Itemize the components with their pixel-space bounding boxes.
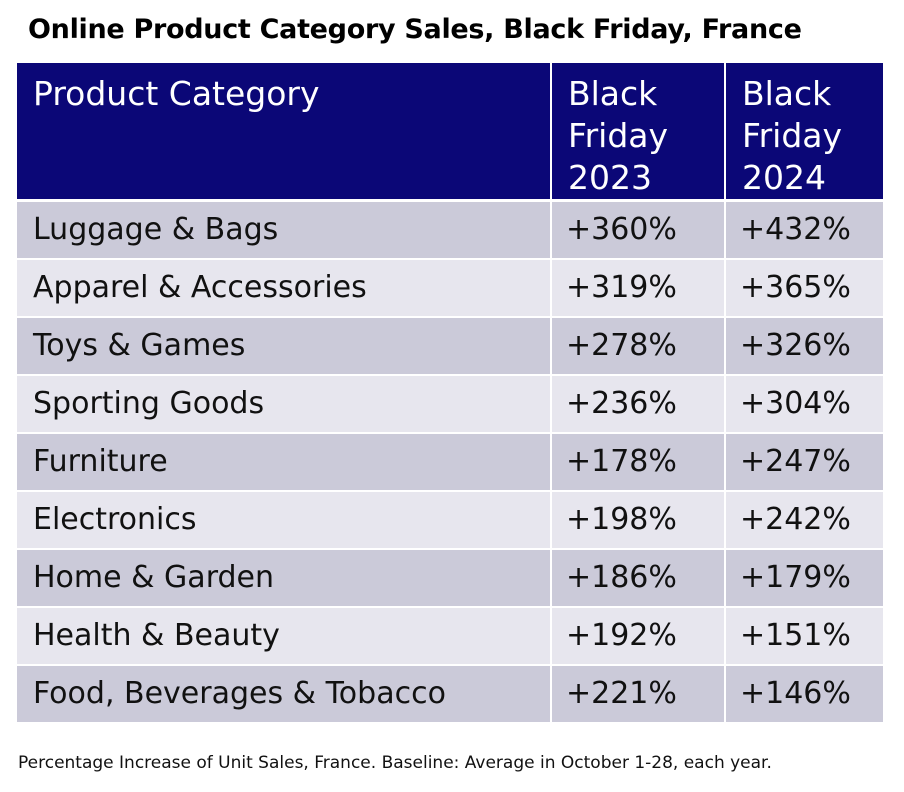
table-body: Luggage & Bags +360% +432% Apparel & Access… bbox=[17, 200, 883, 724]
table-row: Home & Garden +186% +179% bbox=[17, 548, 883, 608]
table-row: Toys & Games +278% +326% bbox=[17, 316, 883, 376]
chart-title: Online Product Category Sales, Black Fri… bbox=[28, 14, 802, 45]
value-2024-cell: +242% bbox=[725, 490, 883, 550]
category-cell: Furniture bbox=[17, 432, 552, 492]
column-header-category-label: Product Category bbox=[33, 74, 320, 113]
value-2024-cell: +247% bbox=[725, 432, 883, 492]
category-cell: Electronics bbox=[17, 490, 552, 550]
value-2023-cell: +236% bbox=[551, 374, 726, 434]
category-cell: Home & Garden bbox=[17, 548, 552, 608]
value-2024-cell: +432% bbox=[725, 200, 883, 260]
column-header-2023: Black Friday 2023 bbox=[551, 63, 726, 202]
table-row: Luggage & Bags +360% +432% bbox=[17, 200, 883, 260]
table-row: Furniture +178% +247% bbox=[17, 432, 883, 492]
value-2023-cell: +186% bbox=[551, 548, 726, 608]
column-header-category: Product Category bbox=[17, 63, 552, 202]
table-row: Apparel & Accessories +319% +365% bbox=[17, 258, 883, 318]
header-row: Product Category Black Friday 2023 Black… bbox=[17, 63, 883, 202]
value-2023-cell: +319% bbox=[551, 258, 726, 318]
column-header-2024-label: Black Friday 2024 bbox=[742, 74, 843, 197]
value-2023-cell: +192% bbox=[551, 606, 726, 666]
value-2024-cell: +365% bbox=[725, 258, 883, 318]
category-cell: Sporting Goods bbox=[17, 374, 552, 434]
category-cell: Food, Beverages & Tobacco bbox=[17, 664, 552, 724]
value-2024-cell: +146% bbox=[725, 664, 883, 724]
value-2024-cell: +326% bbox=[725, 316, 883, 376]
footnote: Percentage Increase of Unit Sales, Franc… bbox=[18, 753, 772, 773]
category-cell: Toys & Games bbox=[17, 316, 552, 376]
sales-table: Product Category Black Friday 2023 Black… bbox=[17, 63, 883, 724]
table-row: Health & Beauty +192% +151% bbox=[17, 606, 883, 666]
value-2024-cell: +179% bbox=[725, 548, 883, 608]
value-2023-cell: +198% bbox=[551, 490, 726, 550]
column-header-2023-label: Black Friday 2023 bbox=[568, 74, 669, 197]
value-2024-cell: +304% bbox=[725, 374, 883, 434]
table-row: Sporting Goods +236% +304% bbox=[17, 374, 883, 434]
table-row: Food, Beverages & Tobacco +221% +146% bbox=[17, 664, 883, 724]
value-2023-cell: +178% bbox=[551, 432, 726, 492]
category-cell: Health & Beauty bbox=[17, 606, 552, 666]
value-2023-cell: +278% bbox=[551, 316, 726, 376]
column-header-2024: Black Friday 2024 bbox=[725, 63, 883, 202]
category-cell: Luggage & Bags bbox=[17, 200, 552, 260]
category-cell: Apparel & Accessories bbox=[17, 258, 552, 318]
table-row: Electronics +198% +242% bbox=[17, 490, 883, 550]
value-2023-cell: +221% bbox=[551, 664, 726, 724]
value-2024-cell: +151% bbox=[725, 606, 883, 666]
value-2023-cell: +360% bbox=[551, 200, 726, 260]
